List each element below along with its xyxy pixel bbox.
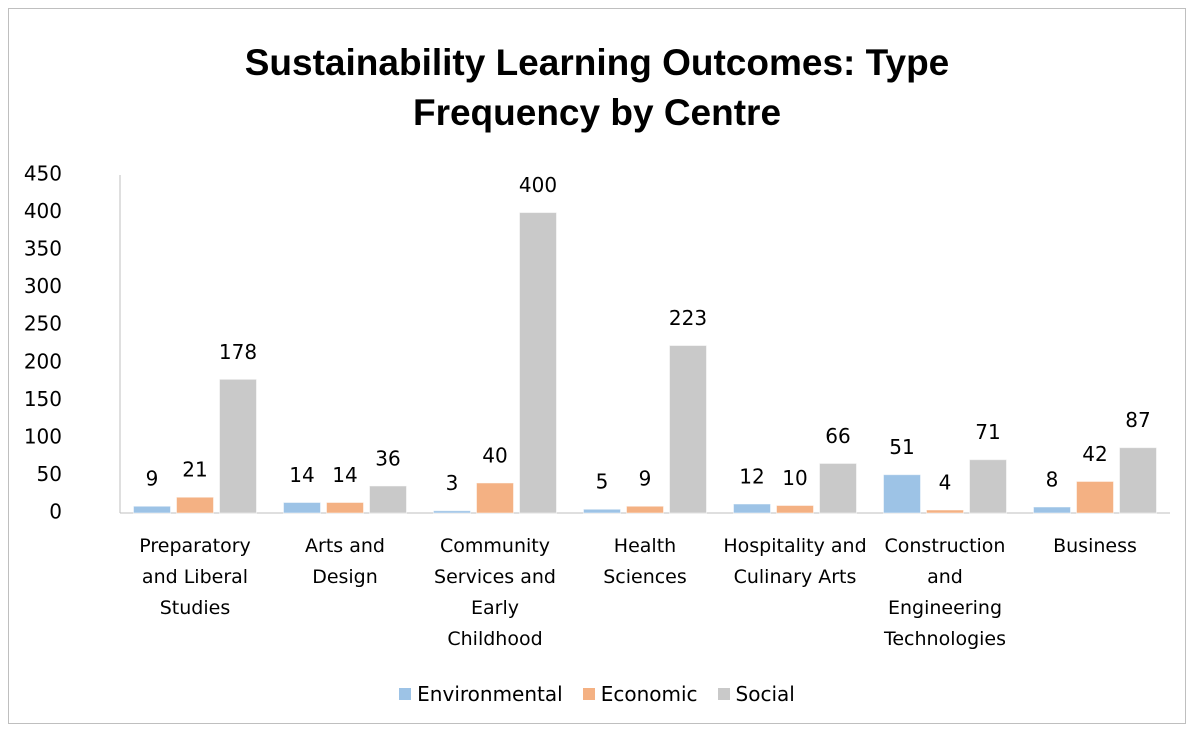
x-tick-label: Community Services and Early Childhood — [434, 535, 556, 650]
legend-label: Social — [735, 682, 795, 706]
bar — [176, 496, 214, 514]
bar — [283, 501, 321, 514]
bar — [1033, 506, 1071, 514]
bar — [133, 505, 171, 514]
bar — [776, 504, 814, 514]
bar — [819, 462, 857, 514]
data-label: 66 — [825, 424, 850, 448]
x-tick-label: Construction and Engineering Technologie… — [883, 535, 1007, 650]
data-label: 400 — [519, 173, 557, 197]
y-tick-label: 350 — [24, 237, 62, 261]
data-label: 4 — [939, 470, 952, 494]
bar — [926, 509, 964, 514]
bar — [733, 503, 771, 514]
bar — [883, 474, 921, 514]
data-label: 9 — [146, 467, 159, 491]
legend-swatch — [717, 688, 730, 700]
bar — [669, 345, 707, 514]
legend-item: Environmental — [399, 682, 563, 706]
y-tick-label: 450 — [24, 162, 62, 186]
x-tick-label: Preparatory and Liberal Studies — [139, 535, 251, 619]
data-label: 51 — [889, 435, 914, 459]
bar — [219, 378, 257, 514]
y-tick-label: 150 — [24, 387, 62, 411]
bar — [433, 510, 471, 514]
x-tick-label: Business — [1053, 535, 1137, 557]
chart-border — [8, 8, 1186, 724]
bar — [369, 485, 407, 514]
data-label: 21 — [182, 458, 207, 482]
y-tick-label: 400 — [24, 199, 62, 223]
data-label: 14 — [289, 463, 314, 487]
data-label: 40 — [482, 443, 507, 467]
data-label: 8 — [1046, 467, 1059, 491]
y-tick-label: 100 — [24, 424, 62, 448]
legend-item: Social — [717, 682, 795, 706]
data-label: 71 — [975, 420, 1000, 444]
bar — [626, 505, 664, 514]
bar — [583, 508, 621, 514]
data-label: 178 — [219, 340, 257, 364]
y-tick-label: 0 — [49, 500, 62, 524]
x-tick-label: Health Sciences — [603, 535, 687, 588]
y-tick-label: 250 — [24, 312, 62, 336]
bar — [1119, 447, 1157, 514]
y-tick-label: 50 — [37, 462, 62, 486]
bar — [476, 482, 514, 514]
legend-swatch — [399, 688, 412, 700]
data-label: 42 — [1082, 442, 1107, 466]
legend-label: Environmental — [417, 682, 563, 706]
bar — [1076, 480, 1114, 514]
data-label: 10 — [782, 466, 807, 490]
data-label: 9 — [639, 467, 652, 491]
data-label: 87 — [1125, 408, 1150, 432]
legend-label: Economic — [600, 682, 698, 706]
bar — [326, 501, 364, 514]
x-tick-label: Arts and Design — [305, 535, 385, 588]
data-label: 14 — [332, 463, 357, 487]
y-tick-label: 200 — [24, 349, 62, 373]
data-label: 3 — [446, 471, 459, 495]
data-label: 223 — [669, 306, 707, 330]
chart-title: Sustainability Learning Outcomes: Type F… — [244, 42, 950, 133]
bar — [519, 212, 557, 514]
legend: Environmental Economic Social — [0, 682, 1194, 706]
data-label: 12 — [739, 464, 764, 488]
data-label: 36 — [375, 446, 400, 470]
data-label: 5 — [596, 470, 609, 494]
legend-swatch — [582, 688, 595, 700]
x-tick-label: Hospitality and Culinary Arts — [723, 535, 867, 588]
legend-item: Economic — [582, 682, 698, 706]
bar — [969, 459, 1007, 514]
y-tick-label: 300 — [24, 274, 62, 298]
